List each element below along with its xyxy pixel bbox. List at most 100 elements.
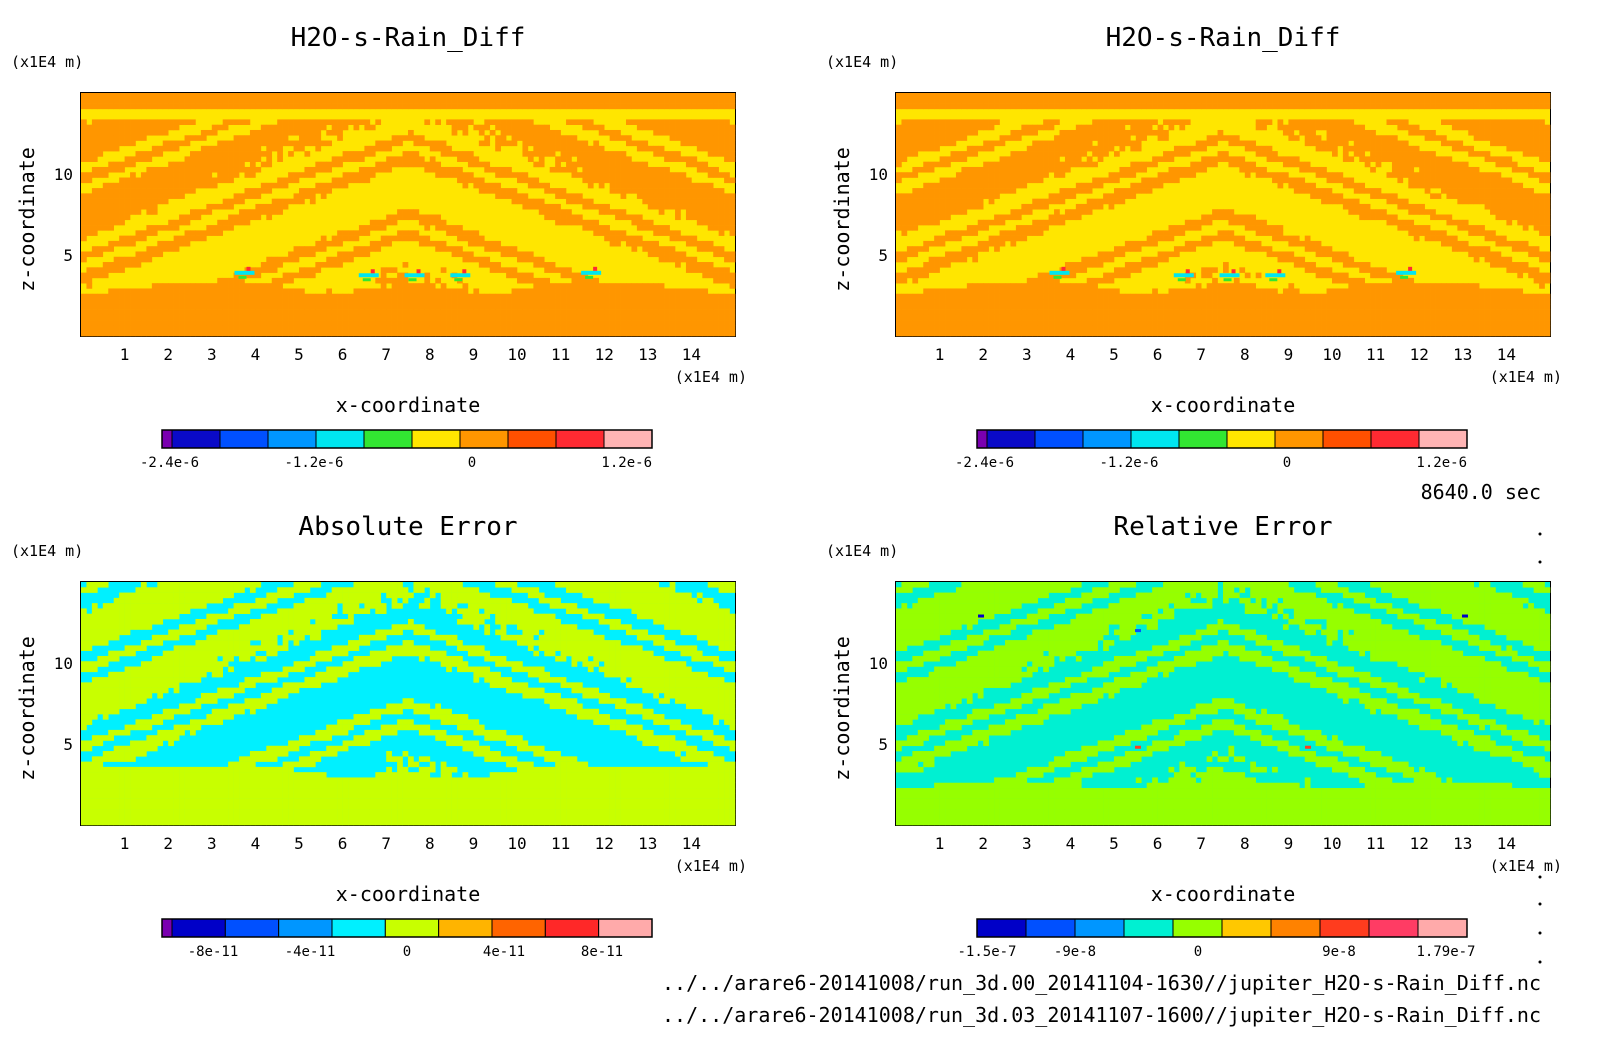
field-cell [1479,193,1485,199]
field-cell [168,172,174,178]
field-cell [419,162,425,168]
field-cell [441,294,447,300]
field-cell [354,104,360,110]
field-cell [1245,162,1251,168]
field-cell [195,230,201,236]
field-cell [1506,119,1512,125]
field-cell [168,315,174,321]
field-cell [1027,172,1033,178]
field-cell [533,183,539,189]
field-cell [136,310,142,316]
field-cell [435,315,441,321]
field-cell [277,178,283,184]
field-cell [550,299,556,305]
field-cell [141,294,147,300]
field-cell [141,98,147,104]
field-cell [918,119,924,125]
field-cell [1517,193,1523,199]
field-cell [294,331,300,337]
field-cell [1169,156,1175,162]
field-cell [146,204,152,210]
field-cell [185,241,191,247]
field-cell [702,204,708,210]
field-cell [1109,199,1115,205]
field-cell [212,320,218,326]
field-cell [961,172,967,178]
field-cell [1501,104,1507,110]
field-cell [1387,98,1393,104]
field-cell [1299,125,1305,131]
field-cell [288,251,294,257]
field-cell [653,151,659,157]
field-cell [544,288,550,294]
field-cell [1092,98,1098,104]
field-cell [1060,162,1066,168]
field-cell [446,146,452,152]
field-cell [473,257,479,263]
field-cell [610,183,616,189]
field-cell [255,288,261,294]
field-cell [561,315,567,321]
field-cell [1010,178,1016,184]
field-cell [659,283,665,289]
field-cell [724,156,730,162]
field-cell [961,98,967,104]
field-cell [103,315,109,321]
field-cell [972,130,978,136]
field-cell [473,162,479,168]
field-cell [1092,199,1098,205]
field-cell [566,151,572,157]
field-cell [375,225,381,231]
field-cell [1387,135,1393,141]
field-cell [1185,93,1191,99]
field-cell [1496,156,1502,162]
field-cell [642,294,648,300]
colorbar-swatch [172,430,220,448]
field-cell [152,230,158,236]
field-cell [261,315,267,321]
field-cell [1081,130,1087,136]
field-cell [539,299,545,305]
field-cell [424,215,430,221]
field-cell [686,236,692,242]
field-cell [152,299,158,305]
field-cell [255,188,261,194]
field-cell [108,98,114,104]
field-cell [86,125,92,131]
field-cell [582,172,588,178]
field-cell [315,188,321,194]
field-cell [1332,130,1338,136]
field-cell [675,104,681,110]
field-cell [719,267,725,273]
field-cell [642,125,648,131]
field-cell [288,104,294,110]
field-cell [1005,162,1011,168]
field-cell [691,310,697,316]
field-cell [621,325,627,331]
field-cell [961,93,967,99]
field-cell [702,146,708,152]
field-cell [130,241,136,247]
field-cell [424,294,430,300]
field-cell [457,230,463,236]
field-cell [495,125,501,131]
field-cell [631,299,637,305]
field-cell [479,325,485,331]
field-cell [528,135,534,141]
field-cell [626,183,632,189]
field-cell [255,331,261,337]
field-cell [103,172,109,178]
field-cell [724,209,730,215]
field-cell [896,178,902,184]
field-cell [1076,125,1082,131]
field-cell [1218,135,1224,141]
field-cell [321,294,327,300]
field-cell [419,294,425,300]
field-cell [490,188,496,194]
field-cell [967,188,973,194]
field-cell [337,125,343,131]
field-cell [92,130,98,136]
field-cell [86,178,92,184]
field-cell [659,209,665,215]
field-cell [642,167,648,173]
